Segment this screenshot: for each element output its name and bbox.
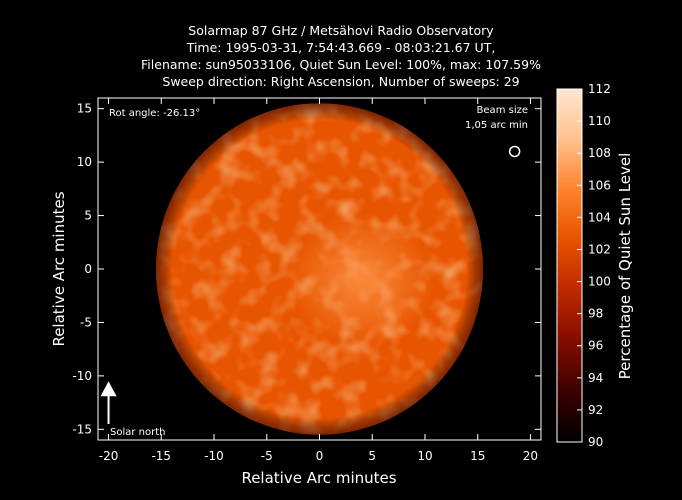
colorbar-tick-label: 110 [588,114,611,128]
x-tick-label: 15 [470,449,485,463]
colorbar-tick-label: 104 [588,210,611,224]
colorbar-tick-label: 92 [588,403,603,417]
x-axis: -20 -15 -10 -5 0 5 10 15 20 [99,98,538,463]
title-line-1: Solarmap 87 GHz / Metsähovi Radio Observ… [188,23,494,38]
colorbar-tick-label: 94 [588,371,603,385]
colorbar-tick-label: 106 [588,178,611,192]
x-tick-label: -5 [261,449,273,463]
x-tick-label: 10 [417,449,432,463]
y-tick-label: 10 [77,155,92,169]
colorbar-tick-label: 96 [588,339,603,353]
y-tick-label: 15 [77,102,92,116]
solar-north-arrow [100,381,117,424]
solar-disk [156,103,483,435]
colorbar-tick-label: 112 [588,82,611,96]
rot-angle-label: Rot angle: -26.13° [109,108,200,119]
colorbar-tick-label: 100 [588,275,611,289]
colorbar-tick-label: 98 [588,307,603,321]
x-axis-label: Relative Arc minutes [241,469,396,487]
y-axis: -15 -10 -5 0 5 10 15 [72,102,541,436]
colorbar-tick-label: 102 [588,242,611,256]
y-tick-label: -15 [72,422,92,436]
x-tick-label: 5 [368,449,376,463]
solar-disk-limb [156,103,483,435]
y-tick-label: 0 [84,262,92,276]
x-tick-label: -20 [99,449,119,463]
y-axis-label: Relative Arc minutes [50,191,68,346]
x-tick-label: 0 [316,449,324,463]
solar-north-label: Solar north [110,427,166,438]
colorbar-ticks: 90 92 94 96 98 100 102 104 106 108 110 112 [577,82,611,449]
title-line-4: Sweep direction: Right Ascension, Number… [162,74,520,89]
title-line-3: Filename: sun95033106, Quiet Sun Level: … [141,57,541,72]
beam-size-label: Beam size [477,105,528,116]
x-tick-label: -10 [204,449,224,463]
colorbar-label: Percentage of Quiet Sun Level [616,153,634,380]
y-tick-label: -5 [80,315,92,329]
colorbar-tick-label: 108 [588,146,611,160]
y-tick-label: 5 [84,209,92,223]
beam-size-marker [508,145,521,158]
x-tick-label: 20 [523,449,538,463]
x-tick-label: -15 [151,449,171,463]
title-line-2: Time: 1995-03-31, 7:54:43.669 - 08:03:21… [186,40,496,55]
colorbar-tick-label: 90 [588,435,603,449]
beam-size-value: 1,05 arc min [465,120,528,131]
y-tick-label: -10 [72,369,92,383]
colorbar [556,88,583,443]
